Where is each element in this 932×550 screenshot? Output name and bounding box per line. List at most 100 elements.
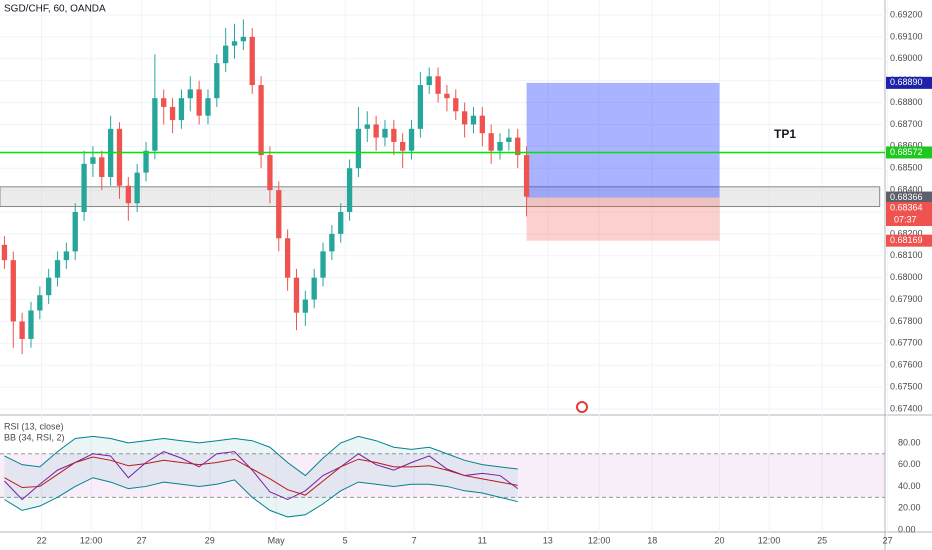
y-tick-label: 0.68100 <box>890 250 923 260</box>
candle-body <box>497 141 503 151</box>
candle-body <box>329 233 335 252</box>
candle-body <box>311 277 317 300</box>
target-box <box>526 82 720 198</box>
candle-body <box>444 93 450 99</box>
x-tick-label: 12:00 <box>588 535 611 545</box>
candle-body <box>178 98 185 121</box>
x-tick-label: 12:00 <box>758 535 781 545</box>
candle-body <box>99 157 105 177</box>
candle-body <box>258 85 264 156</box>
candle-body <box>338 212 344 234</box>
candle-body <box>408 128 415 151</box>
candle-body <box>152 98 158 151</box>
candle-body <box>63 251 70 261</box>
candle-body <box>249 36 255 86</box>
candle-body <box>196 89 202 116</box>
price-tag <box>886 146 932 159</box>
candle-body <box>391 128 397 142</box>
y-tick-label: 0.68400 <box>890 184 923 194</box>
x-tick-label: 7 <box>412 535 417 545</box>
rsi-title: RSI (13, close) <box>4 421 64 431</box>
rsi-tick-label: 0.00 <box>898 524 916 534</box>
x-tick-label: 5 <box>343 535 348 545</box>
rsi-line <box>4 477 518 518</box>
candle-body <box>90 157 96 164</box>
rsi-tick-label: 80.00 <box>898 437 921 447</box>
candle-body <box>223 45 229 64</box>
candle-body <box>169 106 176 121</box>
y-tick-label: 0.69200 <box>890 9 923 19</box>
x-tick-label: 25 <box>817 535 827 545</box>
price-tag <box>886 201 932 214</box>
candle-body <box>435 76 441 94</box>
candle-body <box>506 137 512 142</box>
candle-body <box>116 128 123 186</box>
price-tag-label: 0.68572 <box>890 147 923 157</box>
candle-body <box>373 124 379 138</box>
rsi-line <box>4 456 518 496</box>
candle-body <box>187 89 193 99</box>
candle-body <box>276 190 282 239</box>
bb-title: BB (34, RSI, 2) <box>4 432 65 442</box>
y-tick-label: 0.67600 <box>890 360 923 370</box>
candle-body <box>453 98 459 112</box>
x-tick-label: 18 <box>647 535 657 545</box>
candle-body <box>470 115 477 125</box>
price-tag-label: 0.68366 <box>890 192 923 202</box>
candle-body <box>205 98 211 116</box>
candle-body <box>214 63 220 99</box>
countdown-box <box>886 213 932 226</box>
candle-body <box>231 41 238 46</box>
rsi-tick-label: 60.00 <box>898 459 921 469</box>
candle-body <box>161 98 167 107</box>
candle-body <box>10 260 16 322</box>
candle-body <box>488 133 494 151</box>
price-tag <box>886 76 932 89</box>
candle-body <box>72 212 78 252</box>
candle-body <box>355 128 362 169</box>
candle-body <box>46 277 52 296</box>
y-tick-label: 0.68000 <box>890 272 923 282</box>
y-tick-label: 0.67400 <box>890 403 923 413</box>
rsi-tick-label: 40.00 <box>898 481 921 491</box>
candle-body <box>515 137 521 156</box>
candle-body <box>479 115 485 134</box>
price-tag-label: 0.68364 <box>890 202 923 212</box>
candle-body <box>417 85 424 129</box>
candle-body <box>293 277 300 313</box>
candle-body <box>134 172 140 204</box>
candle-body <box>523 155 530 197</box>
price-tag-label: 0.68169 <box>890 235 923 245</box>
x-tick-label: 29 <box>205 535 215 545</box>
candle-body <box>240 36 247 42</box>
countdown: 07:37 <box>894 214 917 224</box>
y-tick-label: 0.69000 <box>890 53 923 63</box>
candle-body <box>320 251 326 278</box>
candle-body <box>302 299 308 313</box>
rsi-tick-label: 20.00 <box>898 503 921 513</box>
x-tick-label: May <box>268 535 286 545</box>
bb-fill <box>4 436 518 517</box>
x-tick-label: 22 <box>37 535 47 545</box>
candle-body <box>19 321 25 339</box>
rsi-line <box>4 435 518 477</box>
y-tick-label: 0.68800 <box>890 97 923 107</box>
y-tick-label: 0.69100 <box>890 31 923 41</box>
y-tick-label: 0.68500 <box>890 163 923 173</box>
x-tick-label: 13 <box>543 535 553 545</box>
candle-body <box>382 128 388 138</box>
candle-body <box>364 124 370 129</box>
chart-title: SGD/CHF, 60, OANDA <box>4 4 106 15</box>
price-tag-label: 0.68890 <box>890 77 923 87</box>
y-tick-label: 0.68200 <box>890 228 923 238</box>
zone <box>0 186 881 208</box>
candle-body <box>426 76 432 86</box>
candle-body <box>28 310 34 339</box>
stop-box <box>526 197 720 241</box>
candle-body <box>1 244 8 261</box>
x-tick-label: 11 <box>478 535 487 545</box>
y-tick-label: 0.67500 <box>890 381 923 391</box>
tp-label: TP1 <box>774 127 796 141</box>
price-tag <box>886 234 932 247</box>
